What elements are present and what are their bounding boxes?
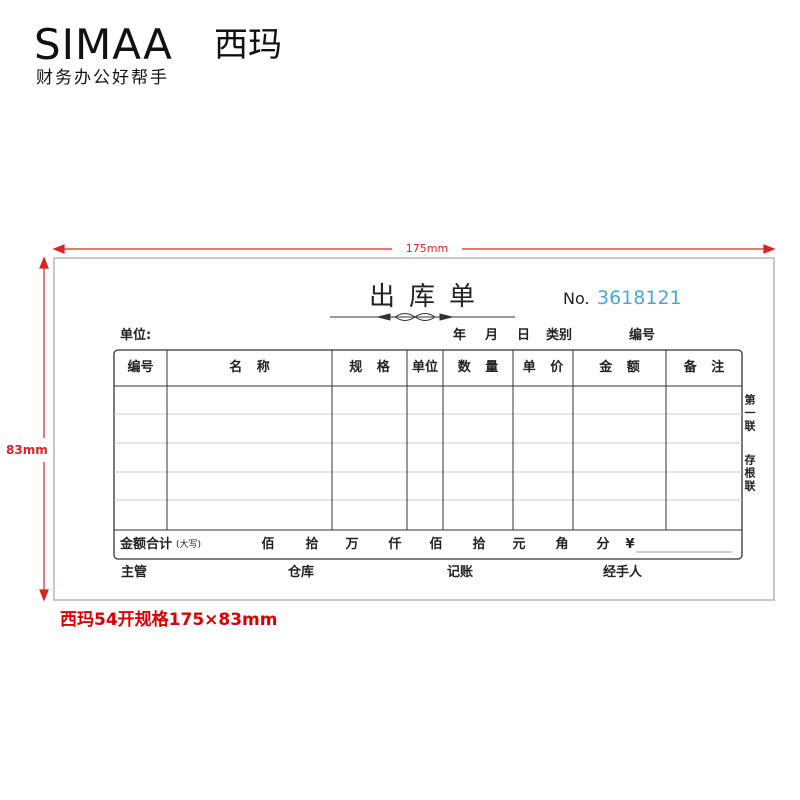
column-header: 数 量 [457, 360, 499, 375]
total-label: 金额合计 [120, 537, 173, 552]
total-unit: 分 [596, 537, 610, 552]
total-unit: 佰 [429, 537, 443, 552]
header-field: 单位: [120, 328, 152, 343]
header-field: 编号 [629, 328, 656, 343]
column-header: 金 额 [599, 360, 640, 375]
total-unit: 仟 [388, 537, 402, 552]
total-unit: 元 [512, 537, 526, 552]
form-number: 3618121 [597, 287, 682, 309]
tagline: 财务办公好帮手 [36, 68, 169, 88]
column-header: 单位 [411, 360, 439, 375]
card [53, 257, 775, 601]
total-unit: 万 [345, 537, 359, 552]
column-header: 名 称 [229, 360, 270, 375]
header-field: 月 [485, 328, 499, 343]
signature-field: 仓库 [288, 565, 315, 580]
column-header: 单 价 [522, 360, 564, 375]
signature-field: 记账 [447, 565, 474, 580]
table-grid [113, 349, 743, 560]
form-title: 出库单 [368, 282, 490, 312]
signature-field: 经手人 [603, 565, 643, 580]
column-header: 规 格 [349, 360, 390, 375]
total-unit: 佰 [261, 537, 275, 552]
height-label: 83mm [6, 443, 48, 457]
dimension-arrows [39, 244, 776, 602]
width-label: 175mm [405, 242, 449, 255]
total-unit: 拾 [305, 537, 319, 552]
logo-cn: 西玛 [214, 25, 282, 65]
column-header: 编号 [127, 360, 154, 375]
header-field: 类别 [546, 328, 573, 343]
total-note: (大写) [176, 540, 202, 550]
number-label: No. [563, 289, 590, 308]
caption: 西玛54开规格175×83mm [60, 610, 278, 630]
total-unit: ¥ [625, 537, 635, 552]
header-field: 日 [517, 328, 531, 343]
signature-field: 主管 [121, 565, 148, 580]
title-ornament [330, 313, 515, 321]
copy-label: 存根联 [743, 454, 756, 493]
header-field: 年 [453, 328, 467, 343]
total-unit: 角 [555, 537, 569, 552]
copy-label: 第一联 [743, 394, 756, 433]
column-header: 备 注 [683, 360, 725, 375]
logo: SIMAA [34, 20, 173, 69]
total-unit: 拾 [472, 537, 486, 552]
